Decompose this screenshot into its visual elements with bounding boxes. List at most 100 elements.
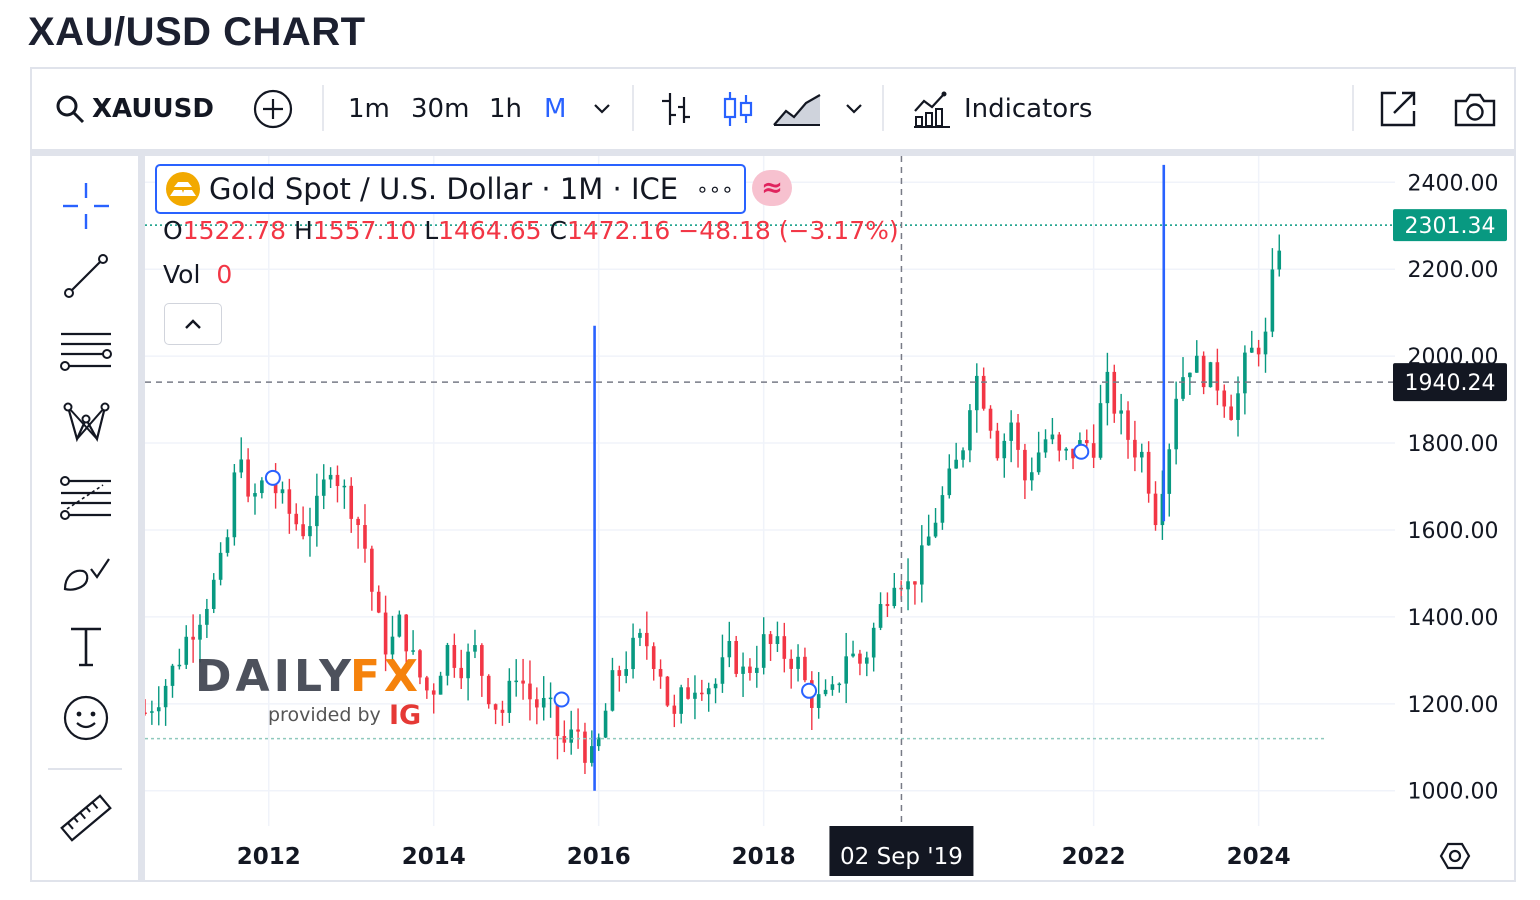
candle-body <box>1215 362 1220 391</box>
candle-body <box>1243 352 1247 394</box>
ruler-tool[interactable] <box>56 788 116 848</box>
high-value: 1557.10 <box>312 216 417 245</box>
candle-body <box>390 636 395 655</box>
candle-body <box>1174 398 1178 450</box>
candle-body <box>775 636 780 644</box>
fib-tool[interactable] <box>56 468 116 528</box>
chart-pane[interactable]: DAILY FX provided by IG 2400.00 2200.00 2000.0… <box>143 156 1516 882</box>
symbol-search[interactable]: XAUUSD <box>54 69 214 149</box>
chevron-down-icon <box>594 104 610 114</box>
candle-body <box>1181 377 1185 399</box>
candle-body <box>892 587 897 607</box>
emoji-tool[interactable] <box>56 688 116 748</box>
more-options-icon[interactable]: ∘∘∘ <box>696 177 734 201</box>
candle-body <box>1002 440 1007 459</box>
interval-1m-label: 1m <box>348 94 390 124</box>
candle-body <box>156 707 161 712</box>
chart-type-dropdown[interactable] <box>844 69 864 149</box>
candle-body <box>995 430 1000 459</box>
candle-body <box>555 697 560 737</box>
interval-1h[interactable]: 1h <box>489 69 522 149</box>
candle-body <box>218 552 223 580</box>
candle-body <box>163 685 168 708</box>
volume-value: 0 <box>216 260 233 289</box>
candle-body <box>878 604 883 628</box>
interval-30m[interactable]: 30m <box>411 69 469 149</box>
candle-body <box>658 669 663 677</box>
candle-body <box>253 493 257 497</box>
candle-body <box>837 683 842 686</box>
candle-body <box>294 513 299 525</box>
low-value: 1464.65 <box>438 216 542 245</box>
candle-body <box>321 479 326 496</box>
candle-body <box>383 612 388 655</box>
candle-body <box>858 653 862 664</box>
candle-body <box>947 468 952 496</box>
candle-body <box>954 459 958 469</box>
interval-1m[interactable]: 1m <box>348 69 390 149</box>
candle-body <box>335 474 340 487</box>
candle-body <box>679 687 683 714</box>
time-tick-label: 2018 <box>732 844 796 870</box>
price-tick-label: 1600.00 <box>1408 519 1499 544</box>
symbol-title: Gold Spot / U.S. Dollar · 1M · ICE <box>209 172 679 206</box>
camera-icon <box>1454 93 1496 127</box>
price-tick-label: 1000.00 <box>1408 780 1499 805</box>
snapshot-button[interactable] <box>1452 69 1498 149</box>
candle-body <box>1139 451 1144 458</box>
candle-body <box>885 604 890 607</box>
text-icon <box>71 627 101 667</box>
candle-body <box>431 690 436 695</box>
interval-dropdown[interactable] <box>592 69 612 149</box>
top-toolbar: XAUUSD 1m 30m 1h M <box>32 69 1514 156</box>
candle-body <box>452 644 457 668</box>
candle-body <box>610 670 615 711</box>
horizontal-lines-tool[interactable] <box>56 321 116 381</box>
compare-add-button[interactable] <box>252 69 294 149</box>
plus-circle-icon <box>253 89 293 129</box>
candle-body <box>370 548 374 592</box>
zoom-tool[interactable] <box>56 861 116 880</box>
text-tool[interactable] <box>56 616 116 676</box>
candle-body <box>803 656 807 681</box>
collapse-legend-button[interactable] <box>164 303 222 345</box>
candle-body <box>1016 422 1020 450</box>
candle-body <box>211 579 216 609</box>
bars-style-button[interactable] <box>658 69 694 149</box>
parallel-lines-icon <box>60 332 112 371</box>
indicators-icon <box>914 91 950 128</box>
settings-icon[interactable] <box>1439 842 1471 870</box>
candle-body <box>150 711 154 713</box>
brush-tool[interactable] <box>56 544 116 604</box>
close-value: 1472.16 <box>566 216 671 245</box>
area-chart-icon <box>773 94 821 126</box>
candle-body <box>521 680 525 684</box>
crosshair-tool[interactable] <box>56 176 116 236</box>
pattern-tool[interactable] <box>56 394 116 454</box>
candle-body <box>919 545 924 585</box>
time-tick-label: 2022 <box>1062 844 1126 870</box>
price-tick-label: 1200.00 <box>1408 693 1499 718</box>
gold-bars-icon <box>166 172 200 206</box>
symbol-legend[interactable]: Gold Spot / U.S. Dollar · 1M · ICE ∘∘∘ <box>155 164 746 214</box>
candle-body <box>974 375 979 411</box>
trend-line-tool[interactable] <box>56 246 116 306</box>
ohlc-values: O1522.78 H1557.10 L1464.65 C1472.16 −48.… <box>163 216 899 245</box>
candle-body <box>590 746 594 763</box>
brush-icon <box>63 558 110 591</box>
candle-body <box>1064 448 1068 451</box>
candle-body <box>1105 371 1110 404</box>
candle-body <box>404 614 409 652</box>
interval-month[interactable]: M <box>544 69 566 149</box>
candle-body <box>651 646 656 670</box>
popout-button[interactable] <box>1378 69 1418 149</box>
candle-body <box>1208 362 1213 388</box>
indicators-button[interactable]: Indicators <box>912 69 1092 149</box>
candle-body <box>225 537 230 553</box>
candle-body <box>514 680 519 683</box>
candles-style-button[interactable] <box>720 69 756 149</box>
candle-body <box>177 664 182 667</box>
area-style-button[interactable] <box>772 69 822 149</box>
data-status-icon[interactable]: ≈ <box>752 170 792 206</box>
